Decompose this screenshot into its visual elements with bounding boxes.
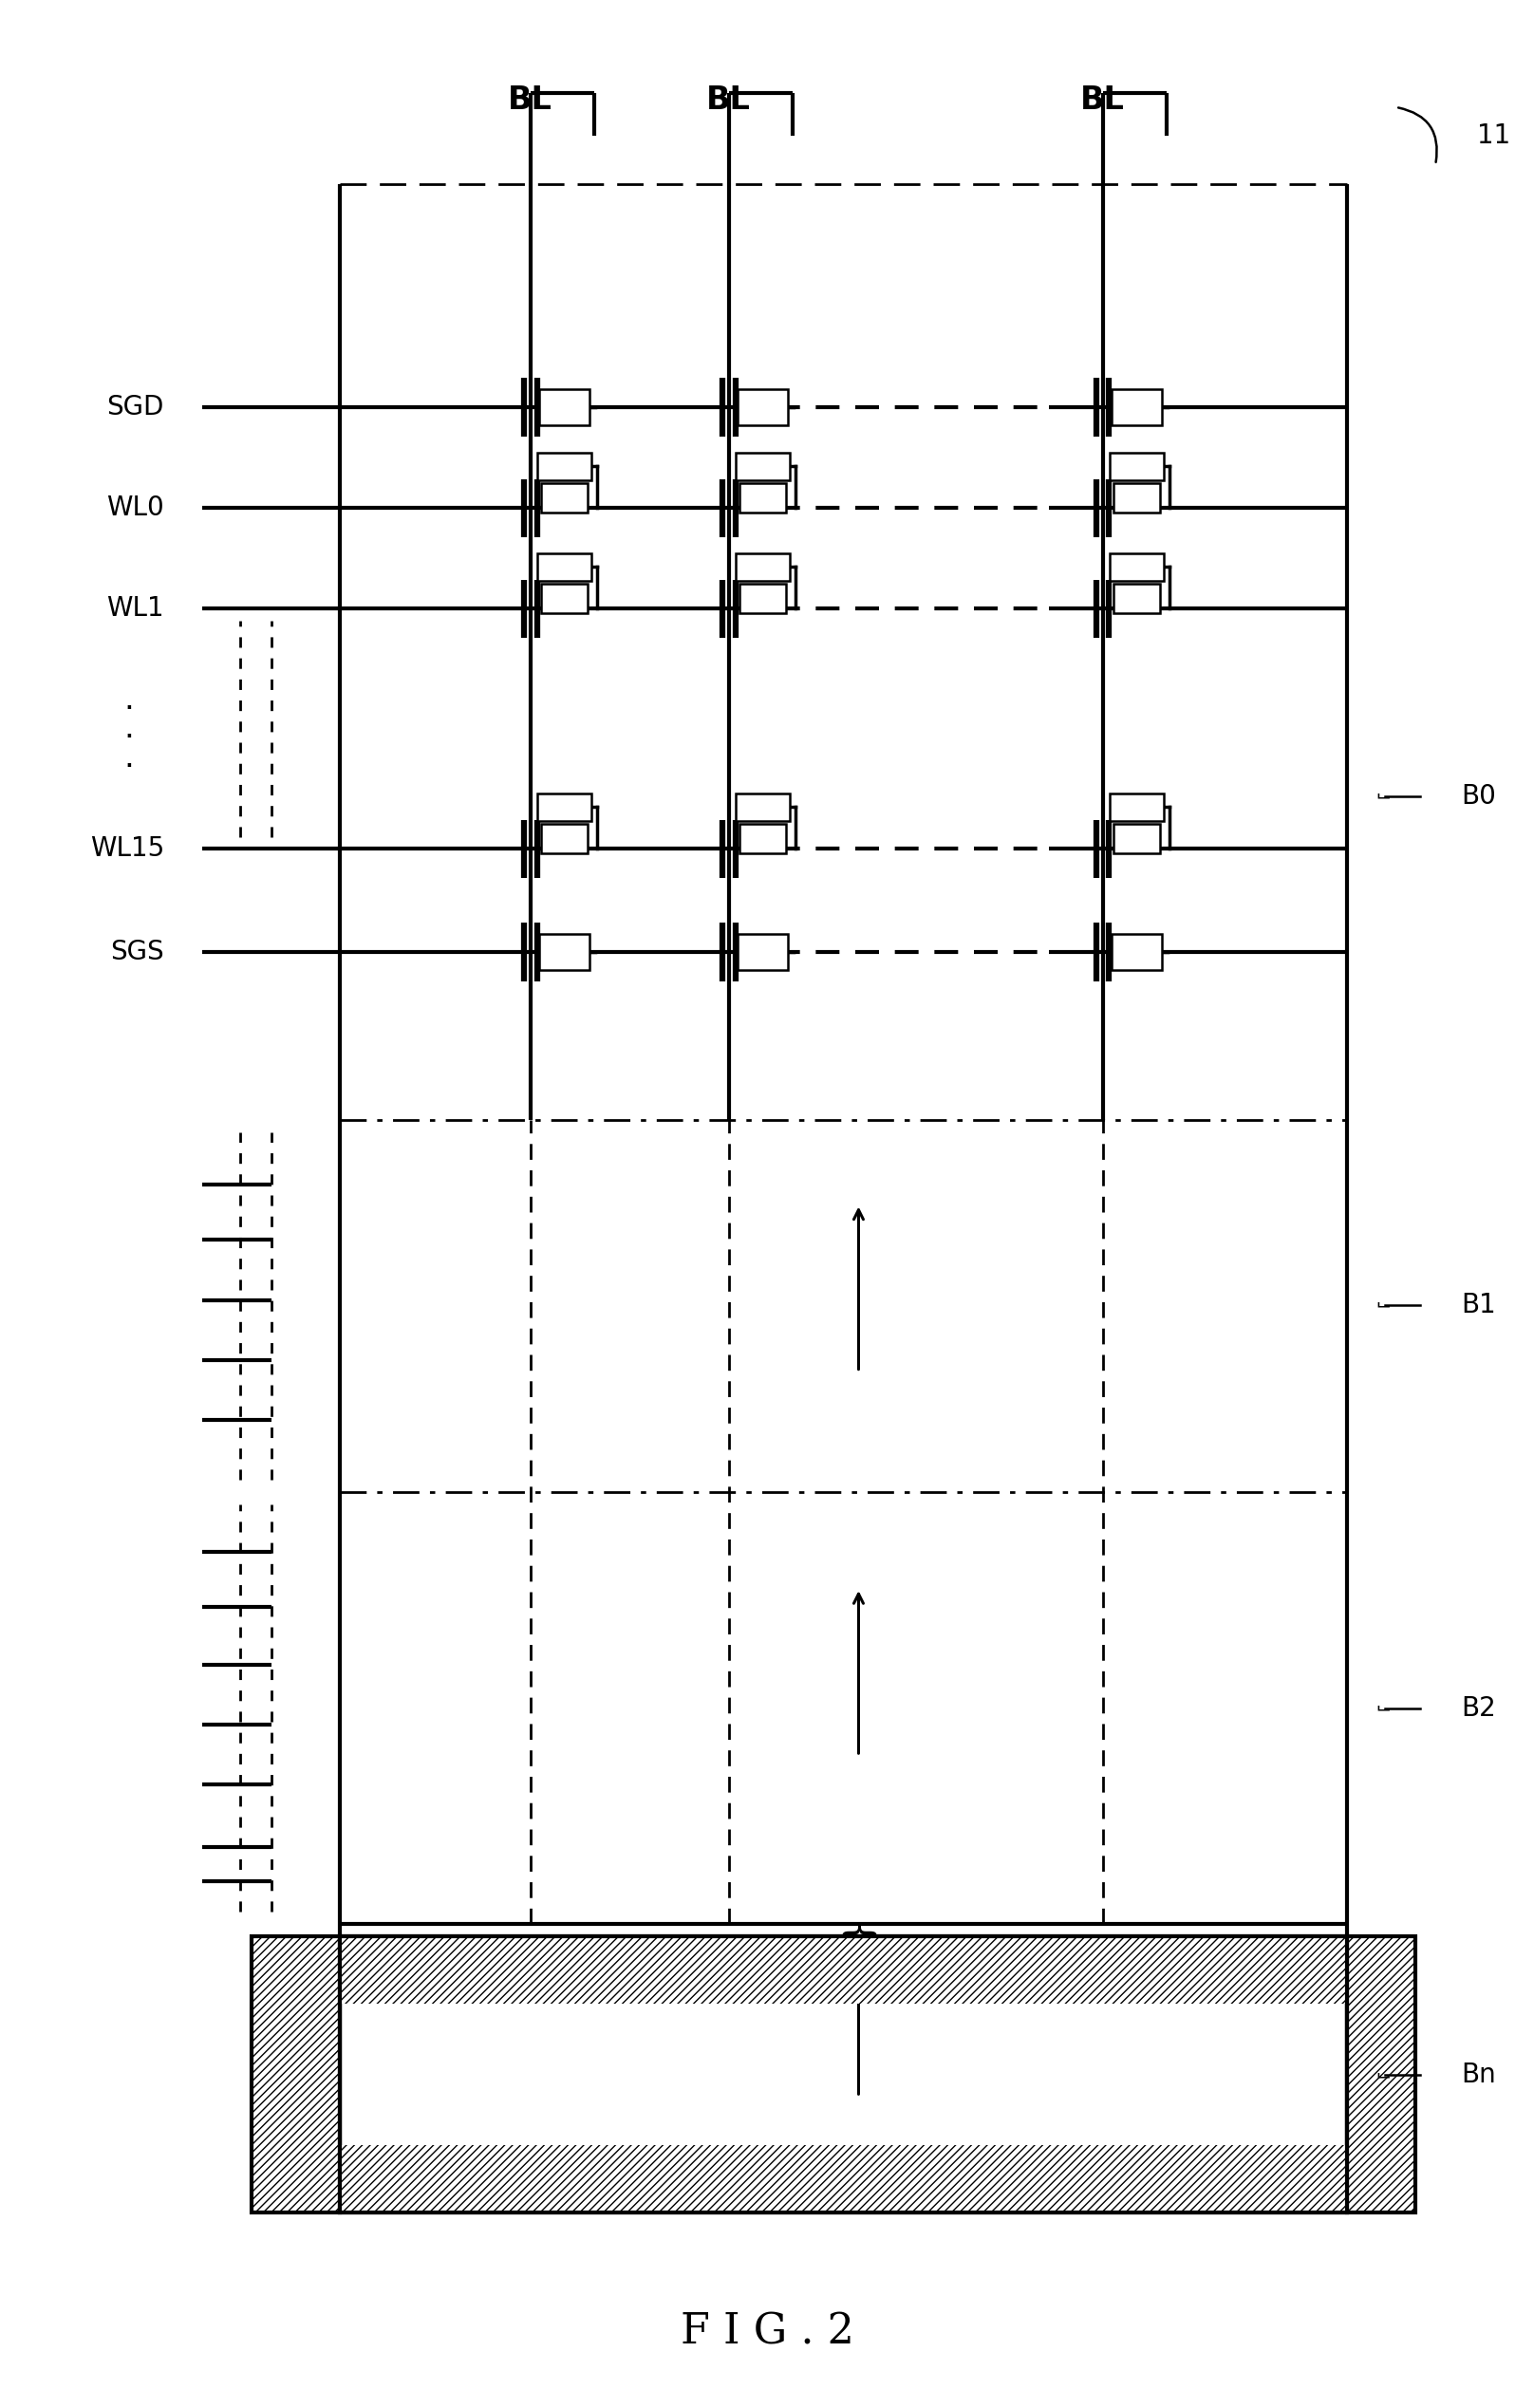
Text: 11: 11 [1477, 123, 1509, 149]
Text: .: . [124, 684, 133, 715]
Bar [252, 1936, 339, 2213]
Bar [537, 453, 591, 479]
Bar [542, 484, 588, 513]
Text: BL: BL [707, 84, 752, 116]
Bar [736, 792, 790, 821]
Bar [538, 934, 589, 970]
Bar [1347, 1936, 1416, 2213]
Bar [1112, 934, 1161, 970]
Bar [1114, 484, 1160, 513]
Bar [339, 1936, 1347, 2003]
Bar [738, 934, 788, 970]
Text: SGS: SGS [110, 939, 164, 966]
Bar [1109, 554, 1163, 580]
Bar [739, 585, 787, 614]
Bar [1114, 824, 1160, 852]
Text: BL: BL [1080, 84, 1124, 116]
Bar [1112, 388, 1161, 426]
Text: F I G . 2: F I G . 2 [680, 2312, 854, 2353]
Text: .: . [124, 742, 133, 773]
Bar [339, 2146, 1347, 2213]
Bar [1114, 585, 1160, 614]
Text: $\{$: $\{$ [839, 1919, 877, 1941]
Bar [736, 554, 790, 580]
Bar [739, 824, 787, 852]
Bar [542, 585, 588, 614]
Text: B0: B0 [1462, 783, 1496, 809]
Bar [339, 1936, 1347, 2213]
Text: $\neg$: $\neg$ [1378, 2066, 1393, 2085]
Text: $\neg$: $\neg$ [1378, 787, 1393, 804]
Bar [537, 554, 591, 580]
Text: WL1: WL1 [107, 595, 164, 621]
Text: $\neg$: $\neg$ [1378, 1700, 1393, 1717]
Text: .: . [124, 713, 133, 744]
Text: BL: BL [508, 84, 552, 116]
Text: B2: B2 [1462, 1695, 1496, 1722]
Bar [542, 824, 588, 852]
Bar [1109, 792, 1163, 821]
Text: B1: B1 [1462, 1291, 1496, 1317]
Text: $\neg$: $\neg$ [1378, 1296, 1393, 1315]
Bar [537, 792, 591, 821]
Bar [1109, 453, 1163, 479]
Bar [736, 453, 790, 479]
Bar [739, 484, 787, 513]
Text: WL0: WL0 [106, 494, 164, 520]
Bar [738, 388, 788, 426]
Text: Bn: Bn [1462, 2061, 1496, 2088]
Bar [538, 388, 589, 426]
Text: WL15: WL15 [91, 836, 164, 862]
Bar [339, 1936, 1347, 2213]
Text: SGD: SGD [107, 395, 164, 421]
